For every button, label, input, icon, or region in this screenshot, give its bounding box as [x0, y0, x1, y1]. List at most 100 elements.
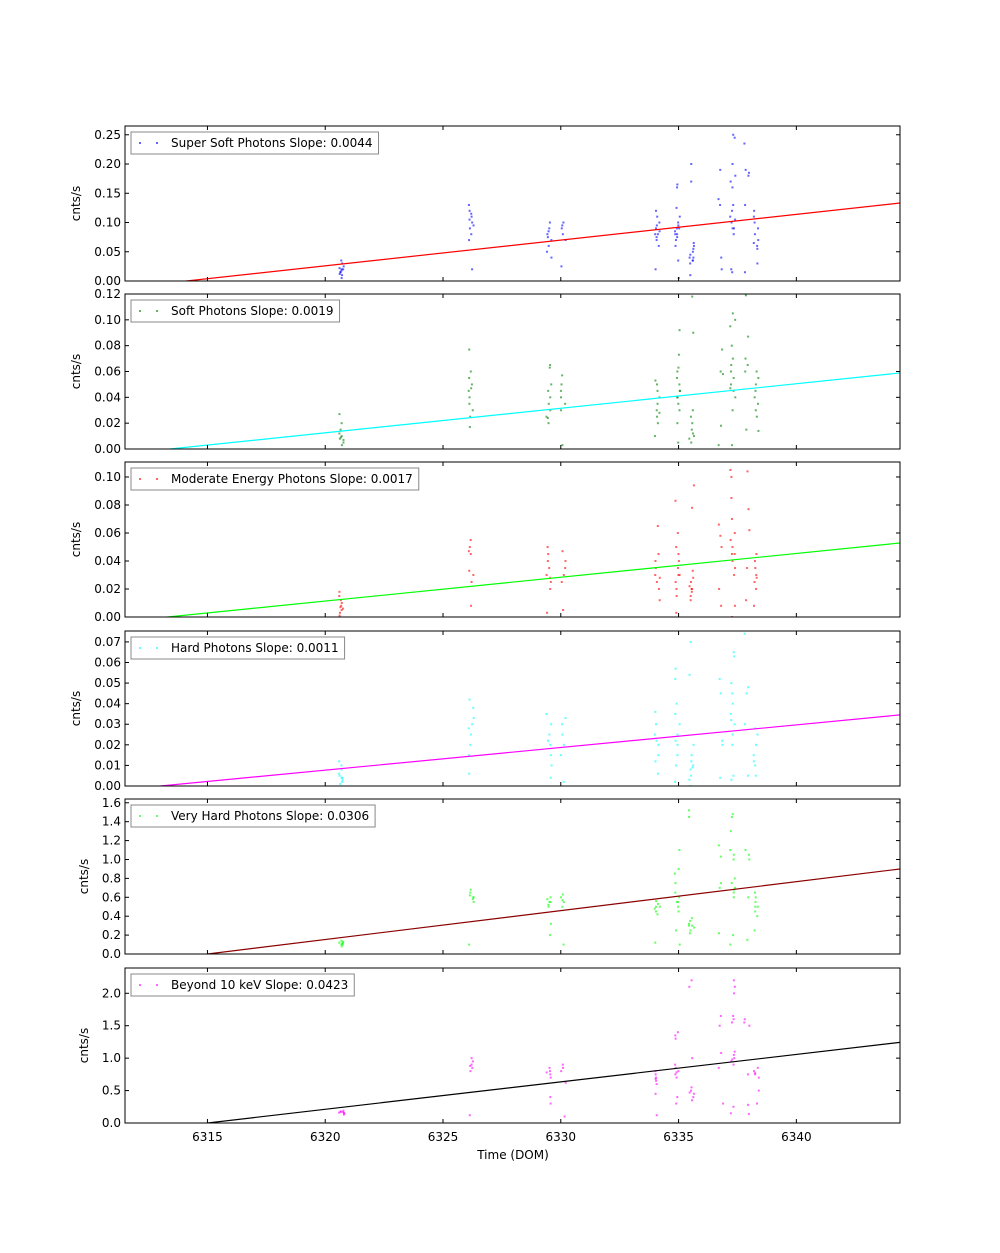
- data-point: [754, 409, 757, 412]
- data-point: [688, 437, 691, 440]
- data-point: [469, 552, 472, 555]
- data-point: [472, 706, 475, 709]
- data-point: [471, 221, 474, 224]
- y-tick-label: 0.06: [94, 526, 121, 540]
- data-point: [658, 599, 661, 602]
- y-tick-label: 0.15: [94, 186, 121, 200]
- data-point: [732, 1018, 735, 1021]
- data-point: [732, 1105, 735, 1108]
- data-point: [548, 733, 551, 736]
- data-point: [654, 573, 657, 576]
- data-point: [690, 428, 693, 431]
- data-point: [733, 136, 736, 139]
- data-point: [676, 733, 679, 736]
- data-point: [472, 573, 475, 576]
- data-point: [674, 712, 677, 715]
- data-point: [341, 607, 344, 610]
- data-point: [754, 901, 757, 904]
- data-point: [730, 882, 733, 885]
- data-point: [469, 415, 472, 418]
- legend-box: [130, 467, 420, 491]
- data-point: [757, 239, 760, 242]
- data-point: [734, 218, 737, 221]
- x-tick-label: 6330: [546, 1130, 577, 1144]
- data-point: [734, 396, 737, 399]
- data-point: [562, 573, 565, 576]
- data-point: [547, 230, 550, 233]
- data-point: [719, 534, 722, 537]
- data-point: [470, 1063, 473, 1066]
- data-point: [547, 905, 550, 908]
- data-point: [677, 224, 680, 227]
- data-point: [338, 614, 341, 617]
- panel-6: 0.0 0.5 1.0 1.5 2.0 6315 6320 6325 6330 6335 6340 c…: [77, 967, 901, 1144]
- y-axis-label: cnts/s: [77, 859, 91, 894]
- data-point: [564, 402, 567, 405]
- data-point: [656, 402, 659, 405]
- data-point: [471, 723, 474, 726]
- data-point: [732, 227, 735, 230]
- legend-box: [130, 973, 355, 997]
- y-tick-label: 0.08: [94, 339, 121, 353]
- data-point: [338, 432, 341, 435]
- data-point: [752, 754, 755, 757]
- data-point: [656, 215, 659, 218]
- data-point: [654, 941, 657, 944]
- data-point: [691, 766, 694, 769]
- data-point: [549, 364, 552, 367]
- data-point: [339, 428, 342, 431]
- data-point: [677, 573, 680, 576]
- data-point: [717, 523, 720, 526]
- y-tick-label: 0.05: [94, 676, 121, 690]
- data-point: [752, 215, 755, 218]
- data-point: [338, 594, 341, 597]
- data-point: [733, 1057, 736, 1060]
- data-point: [731, 702, 734, 705]
- legend-label: Super Soft Photons Slope: 0.0044: [171, 136, 373, 150]
- data-point: [691, 1057, 694, 1060]
- data-point: [719, 203, 722, 206]
- data-point: [340, 604, 343, 607]
- y-tick-label: 0.07: [94, 635, 121, 649]
- data-point: [755, 370, 758, 373]
- x-tick-label: 6340: [781, 1130, 812, 1144]
- data-point: [339, 1110, 342, 1113]
- data-point: [655, 723, 658, 726]
- data-point: [560, 383, 563, 386]
- data-point: [731, 312, 734, 315]
- data-point: [653, 733, 656, 736]
- legend-marker: [156, 142, 158, 144]
- legend-marker: [156, 815, 158, 817]
- data-point: [549, 1076, 552, 1079]
- data-point: [549, 896, 552, 899]
- data-point: [688, 815, 691, 818]
- legend-box: [130, 636, 346, 660]
- data-point: [468, 239, 471, 242]
- data-point: [468, 569, 471, 572]
- data-point: [729, 180, 732, 183]
- y-tick-label: 0.8: [102, 871, 121, 885]
- data-point: [471, 1060, 474, 1063]
- data-point: [689, 599, 692, 602]
- data-point: [730, 719, 733, 722]
- data-point: [470, 215, 473, 218]
- data-point: [563, 1115, 566, 1118]
- data-point: [338, 437, 341, 440]
- data-point: [757, 376, 760, 379]
- data-point: [676, 1031, 679, 1034]
- data-point: [547, 903, 550, 906]
- data-point: [752, 760, 755, 763]
- legend: Moderate Energy Photons Slope: 0.0017: [130, 467, 420, 491]
- data-point: [341, 780, 344, 783]
- data-point: [732, 853, 735, 856]
- data-point: [338, 267, 341, 270]
- data-point: [548, 566, 551, 569]
- data-point: [731, 545, 734, 548]
- data-point: [674, 1034, 677, 1037]
- data-point: [654, 1077, 657, 1080]
- data-point: [733, 1050, 736, 1053]
- data-point: [717, 1066, 720, 1069]
- data-point: [562, 780, 565, 783]
- data-point: [561, 893, 564, 896]
